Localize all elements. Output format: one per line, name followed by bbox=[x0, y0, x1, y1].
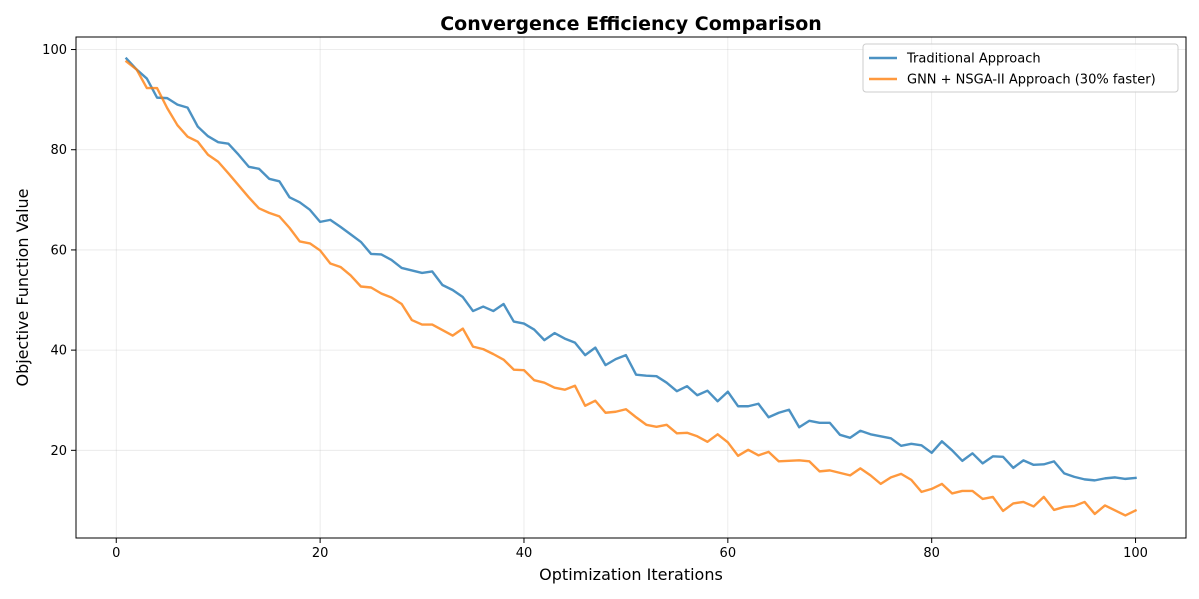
y-axis-label: Objective Function Value bbox=[13, 188, 32, 386]
x-tick-label: 40 bbox=[516, 546, 533, 561]
chart-title: Convergence Efficiency Comparison bbox=[440, 13, 822, 35]
plot-frame bbox=[75, 36, 1187, 539]
legend-box bbox=[862, 43, 1179, 93]
x-tick-label: 0 bbox=[112, 546, 120, 561]
x-tick-label: 100 bbox=[1123, 546, 1148, 561]
y-tick-label: 40 bbox=[50, 344, 67, 359]
ticks: 0 20 40 60 80 100 20 40 60 80 100 bbox=[42, 43, 1148, 561]
series-line-2 bbox=[124, 59, 1138, 517]
y-tick-label: 80 bbox=[50, 143, 67, 158]
series-layer bbox=[124, 56, 1138, 517]
x-tick-label: 80 bbox=[923, 546, 940, 561]
legend-label: Traditional Approach bbox=[906, 52, 1041, 67]
x-tick-label: 60 bbox=[720, 546, 737, 561]
series-line-1 bbox=[124, 56, 1137, 482]
y-tick-label: 20 bbox=[50, 444, 67, 459]
x-tick-label: 20 bbox=[312, 546, 329, 561]
x-axis-label: Optimization Iterations bbox=[539, 565, 723, 584]
legend: Traditional Approach GNN + NSGA-II Approa… bbox=[862, 43, 1179, 93]
y-tick-label: 100 bbox=[42, 43, 67, 58]
y-tick-label: 60 bbox=[50, 243, 67, 258]
legend-label: GNN + NSGA-II Approach (30% faster) bbox=[907, 73, 1156, 88]
